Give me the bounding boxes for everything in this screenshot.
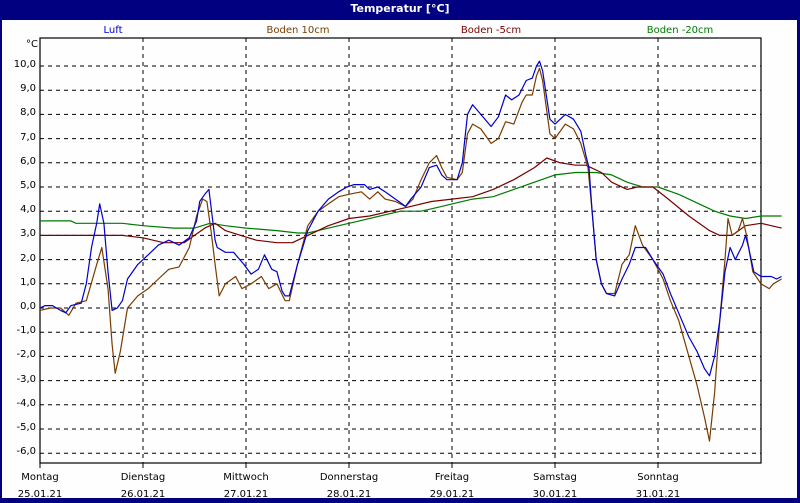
y-tick-label: -2,0 (16, 349, 36, 361)
x-tick-day: Freitag (434, 472, 470, 483)
y-tick-label: 10,0 (13, 59, 36, 70)
series-line-boden-5cm (40, 157, 782, 244)
y-tick-label: -4,0 (16, 397, 36, 409)
legend-item: Boden -5cm (460, 25, 522, 36)
x-tick-day: Mittwoch (223, 472, 269, 483)
y-tick-label: 1,0 (20, 276, 36, 288)
x-tick-date: 28.01.21 (326, 489, 372, 500)
y-tick-label: 3,0 (20, 228, 36, 240)
x-tick-label: Dienstag 26.01.21 (98, 469, 188, 503)
y-tick-label: 0,0 (20, 301, 36, 312)
y-tick-label: -6,0 (16, 446, 36, 458)
plot-frame (39, 37, 762, 464)
y-axis-unit: °C (26, 39, 38, 50)
series-line-boden-20cm (40, 171, 782, 234)
window-title: Temperatur [°C] (350, 2, 450, 15)
x-tick-label: Montag 25.01.21 (0, 469, 85, 503)
legend-item: Luft (103, 25, 123, 36)
x-tick-label: Freitag 29.01.21 (407, 469, 497, 503)
x-tick-day: Sonntag (637, 472, 679, 483)
y-tick-label: -3,0 (16, 373, 36, 385)
y-tick-label: 8,0 (20, 107, 36, 119)
x-tick-label: Sonntag 31.01.21 (613, 469, 703, 503)
x-tick-day: Donnerstag (319, 472, 379, 483)
x-tick-date: 27.01.21 (223, 489, 269, 500)
x-tick-date: 30.01.21 (532, 489, 578, 500)
legend-item: Boden 10cm (266, 25, 330, 36)
y-tick-label: 9,0 (20, 83, 36, 95)
y-tick-label: 2,0 (20, 252, 36, 264)
y-tick-label: 5,0 (20, 180, 36, 191)
series-line-boden-10cm (39, 67, 782, 442)
legend-item: Boden -20cm (646, 25, 714, 36)
x-tick-label: Mittwoch 27.01.21 (201, 469, 291, 503)
x-tick-day: Dienstag (120, 472, 166, 483)
y-tick-label: -1,0 (16, 325, 36, 337)
y-tick-label: 4,0 (20, 204, 36, 216)
x-tick-date: 31.01.21 (635, 489, 681, 500)
y-tick-label: 6,0 (20, 155, 36, 167)
x-tick-date: 29.01.21 (429, 489, 475, 500)
y-tick-label: -5,0 (16, 422, 36, 433)
x-tick-day: Samstag (533, 472, 577, 483)
x-tick-label: Donnerstag 28.01.21 (304, 469, 394, 503)
x-tick-label: Samstag 30.01.21 (510, 469, 600, 503)
plot-area (39, 37, 782, 468)
y-tick-label: 7,0 (20, 131, 36, 143)
x-tick-date: 26.01.21 (120, 489, 166, 500)
x-tick-day: Montag (21, 472, 59, 483)
x-tick-date: 25.01.21 (17, 489, 63, 500)
series-line-luft (39, 60, 782, 377)
chart-canvas: Luft Boden 10cm Boden -5cm Boden -20cm °C 1… (2, 20, 797, 500)
